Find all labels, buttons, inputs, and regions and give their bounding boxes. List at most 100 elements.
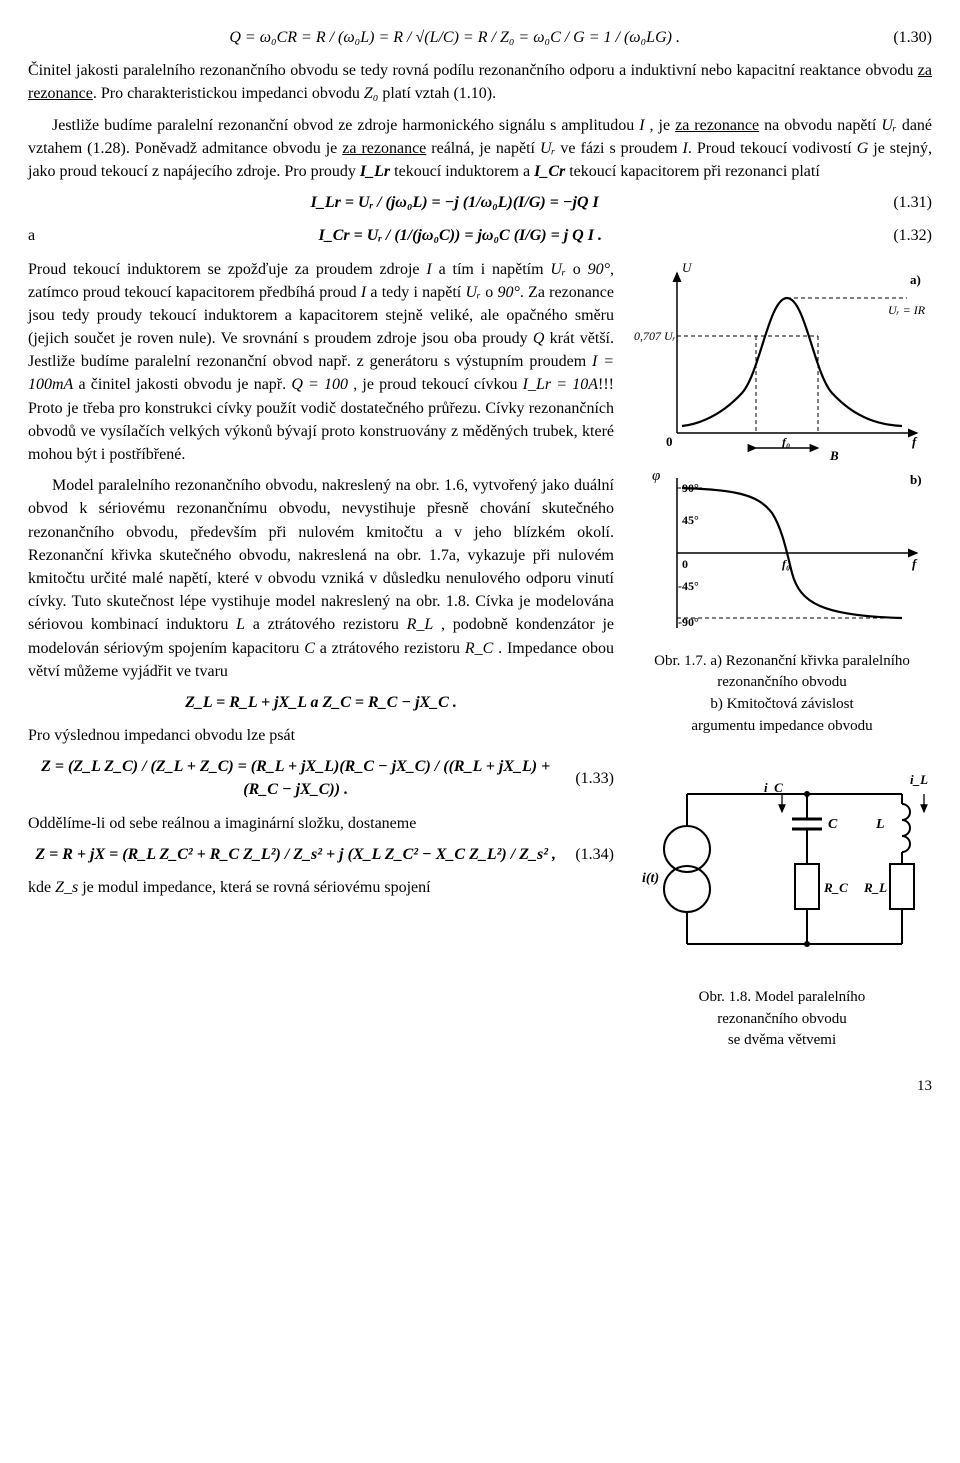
label-iL: i_L	[910, 772, 928, 787]
label-zero-a: 0	[666, 434, 673, 449]
caption-line: b) Kmitočtová závislost	[632, 694, 932, 716]
label-f-b: f	[912, 556, 918, 571]
label-L: L	[875, 817, 885, 832]
symbol: I_Cr	[534, 163, 565, 180]
paragraph-3: Proud tekoucí induktorem se zpožďuje za …	[28, 258, 614, 467]
label-zero-b: 0	[682, 557, 688, 571]
caption-line: rezonančního obvodu	[632, 672, 932, 694]
label-90: 90°	[682, 481, 699, 495]
eq-formula: Z_L = R_L + jX_L a Z_C = R_C − jX_C .	[28, 691, 614, 714]
symbol: 90°	[588, 261, 610, 278]
symbol: Uᵣ	[881, 117, 897, 134]
figure-1-8: i(t) i_C i_L C L R_C R_L Obr. 1.8. Model…	[632, 764, 932, 1052]
label-iC: i_C	[764, 780, 783, 795]
symbol: Z₀	[364, 85, 378, 102]
label-f-a: f	[912, 434, 918, 449]
eq-number: (1.33)	[563, 767, 614, 790]
text: , je	[645, 117, 676, 134]
eq-number: (1.34)	[563, 843, 614, 866]
eq-formula: Q = ω₀CR = R / (ω₀L) = R / √(L/C) = R / …	[28, 26, 881, 49]
equation-1-32: a I_Cr = Uᵣ / (1/(jω₀C)) = jω₀C (I/G) = …	[28, 224, 932, 247]
equation-1-34: Z = R + jX = (R_L Z_C² + R_C Z_L²) / Z_s…	[28, 843, 614, 866]
text: , je proud tekoucí cívkou	[348, 376, 523, 393]
text: a ztrátového rezistoru	[245, 616, 407, 633]
text: reálná, je napětí	[426, 140, 540, 157]
eq-number: (1.30)	[881, 26, 932, 49]
text: o	[566, 261, 588, 278]
symbol: Uᵣ	[465, 284, 481, 301]
text: a činitel jakosti obvodu je např.	[73, 376, 291, 393]
label-0707Ur: 0,707 Uᵣ	[634, 329, 676, 343]
figure-1-8-svg: i(t) i_C i_L C L R_C R_L	[632, 764, 932, 974]
label-phi: φ	[652, 468, 660, 484]
text: tekoucí induktorem a	[390, 163, 534, 180]
text: a tím i napětím	[432, 261, 551, 278]
text: Model paralelního rezonančního obvodu, n…	[28, 477, 614, 633]
label-RL: R_L	[863, 880, 887, 895]
page-number: 13	[28, 1076, 932, 1098]
eq-text: I_Cr = Uᵣ / (1/(jω₀C)) = jω₀C (I/G) = j …	[319, 227, 602, 244]
text: platí vztah (1.10).	[378, 85, 496, 102]
eq-text: Z = (Z_L Z_C) / (Z_L + Z_C) = (R_L + jX_…	[41, 758, 550, 798]
text: je modul impedance, která se rovná sério…	[78, 879, 430, 896]
figure-1-7: U a) 0,707 Uᵣ Uᵣ = IR 0 f₀ f B	[632, 258, 932, 738]
symbol: G	[857, 140, 869, 157]
text: na obvodu napětí	[759, 117, 881, 134]
equation-1-30: Q = ω₀CR = R / (ω₀L) = R / √(L/C) = R / …	[28, 26, 932, 49]
caption-line: rezonančního obvodu	[632, 1009, 932, 1031]
symbol: I_Lr	[360, 163, 390, 180]
text: . Proud tekoucí vodivostí	[688, 140, 857, 157]
label-b: b)	[910, 472, 922, 487]
label-m90: -90°	[678, 615, 699, 629]
symbol: L	[236, 616, 245, 633]
paragraph-1: Činitel jakosti paralelního rezonančního…	[28, 59, 932, 105]
text: tekoucí kapacitorem při rezonanci platí	[565, 163, 820, 180]
equation-1-33: Z = (Z_L Z_C) / (Z_L + Z_C) = (R_L + jX_…	[28, 755, 614, 801]
label-U: U	[682, 260, 693, 275]
eq-number: (1.31)	[881, 191, 932, 214]
eq-formula: I_Lr = Uᵣ / (jω₀L) = −j (1/ω₀L)(I/G) = −…	[28, 191, 881, 214]
eq-text: Z = R + jX = (R_L Z_C² + R_C Z_L²) / Z_s…	[35, 846, 556, 863]
paragraph-7: kde Z_s je modul impedance, která se rov…	[28, 876, 614, 899]
figure-1-7-caption: Obr. 1.7. a) Rezonanční křivka paralelní…	[632, 651, 932, 738]
caption-line: Obr. 1.7. a) Rezonanční křivka paralelní…	[632, 651, 932, 673]
figure-1-8-caption: Obr. 1.8. Model paralelního rezonančního…	[632, 987, 932, 1052]
text: Činitel jakosti paralelního rezonančního…	[28, 62, 918, 79]
label-f0-a: f₀	[782, 435, 790, 449]
symbol: R_L	[407, 616, 434, 633]
eq-lead: a	[28, 224, 39, 247]
symbol: Q	[533, 330, 545, 347]
symbol: Z_s	[55, 879, 78, 896]
text: Jestliže budíme paralelní rezonanční obv…	[52, 117, 639, 134]
paragraph-2: Jestliže budíme paralelní rezonanční obv…	[28, 114, 932, 184]
label-RC: R_C	[823, 880, 848, 895]
label-a: a)	[910, 272, 921, 287]
equation-1-31: I_Lr = Uᵣ / (jω₀L) = −j (1/ω₀L)(I/G) = −…	[28, 191, 932, 214]
symbol: Q = 100	[291, 376, 348, 393]
text: kde	[28, 879, 55, 896]
text-underline: za rezonance	[675, 117, 759, 134]
label-it: i(t)	[642, 871, 659, 886]
paragraph-5: Pro výslednou impedanci obvodu lze psát	[28, 724, 614, 747]
eq-formula: Z = R + jX = (R_L Z_C² + R_C Z_L²) / Z_s…	[28, 843, 563, 866]
text-underline: za rezonance	[342, 140, 426, 157]
equation-zlzc: Z_L = R_L + jX_L a Z_C = R_C − jX_C .	[28, 691, 614, 714]
text: a ztrátového rezistoru	[315, 640, 465, 657]
eq-text: I_Lr = Uᵣ / (jω₀L) = −j (1/ω₀L)(I/G) = −…	[311, 194, 599, 211]
paragraph-6: Oddělíme-li od sebe reálnou a imaginární…	[28, 812, 614, 835]
eq-text: Z_L = R_L + jX_L a Z_C = R_C − jX_C .	[185, 694, 457, 711]
text: ve fázi s proudem	[555, 140, 682, 157]
eq-formula: Z = (Z_L Z_C) / (Z_L + Z_C) = (R_L + jX_…	[28, 755, 563, 801]
symbol: 90°	[497, 284, 519, 301]
symbol: C	[304, 640, 315, 657]
paragraph-4: Model paralelního rezonančního obvodu, n…	[28, 474, 614, 683]
label-45: 45°	[682, 513, 699, 527]
text: . Pro charakteristickou impedanci obvodu	[93, 85, 364, 102]
text: a tedy i napětí	[366, 284, 465, 301]
symbol: Uᵣ	[540, 140, 556, 157]
symbol: Uᵣ	[550, 261, 566, 278]
caption-line: argumentu impedance obvodu	[632, 716, 932, 738]
text: o	[481, 284, 497, 301]
symbol: I_Lr = 10A	[523, 376, 598, 393]
label-m45: -45°	[678, 579, 699, 593]
